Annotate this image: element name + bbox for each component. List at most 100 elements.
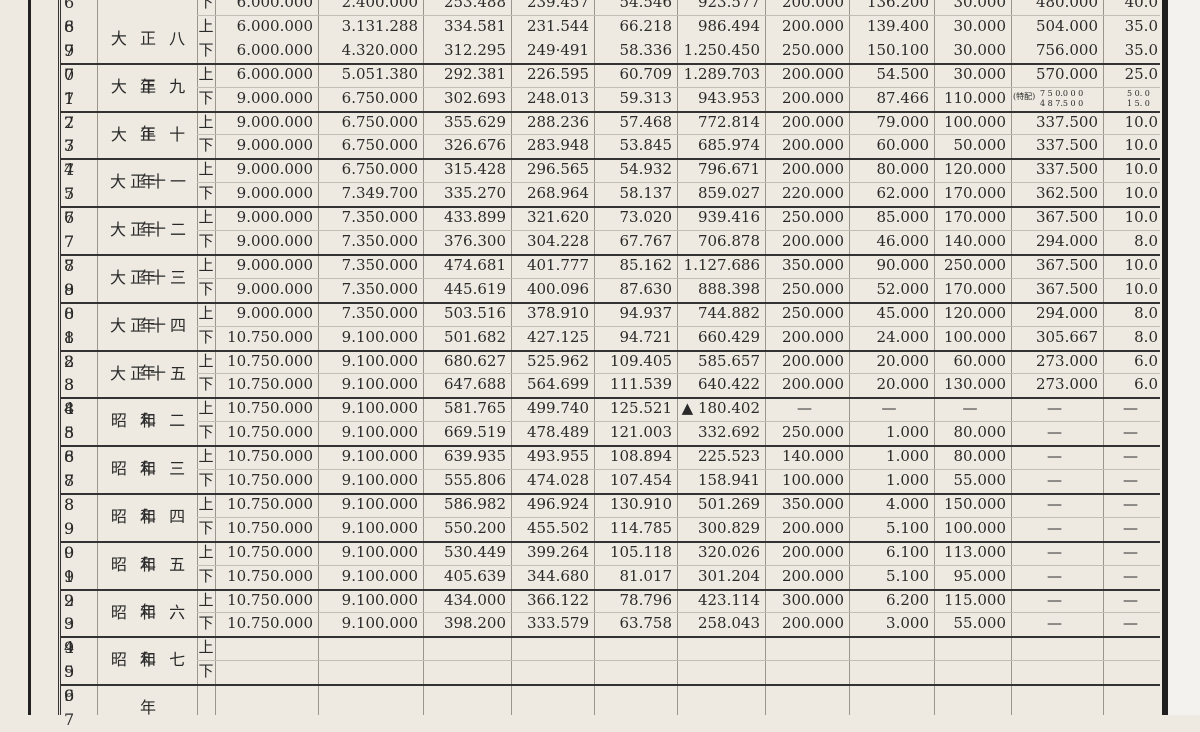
table-cell (765, 660, 844, 684)
table-cell (511, 660, 589, 684)
group-divider (60, 62, 1160, 65)
row-number: 8 1 (64, 303, 82, 347)
table-cell: — (1047, 542, 1062, 561)
table-cell: 530.449 (443, 542, 506, 561)
group-divider (60, 110, 1160, 113)
table-cell: 226.595 (526, 64, 589, 83)
table-cell: 30.000 (953, 0, 1007, 11)
half-label: 下 (198, 184, 214, 203)
table-cell: 333.579 (526, 614, 589, 633)
table-cell: 170.000 (943, 208, 1006, 227)
table-cell: — (1123, 566, 1138, 585)
row-number: 8 6 (64, 423, 82, 467)
table-cell: 253.488 (443, 0, 506, 11)
table-cell: 496.924 (526, 494, 589, 513)
left-inner-border-line (58, 0, 61, 715)
half-label: 下 (198, 566, 214, 585)
table-cell: 6.000.000 (236, 0, 313, 11)
group-divider (60, 636, 1160, 639)
table-cell: — (1047, 399, 1062, 418)
table-cell: 744.882 (697, 303, 760, 322)
table-cell: 140.000 (781, 447, 844, 466)
table-cell: 9.100.000 (341, 590, 418, 609)
table-cell: 80.000 (876, 160, 930, 179)
column-rule (849, 0, 850, 715)
table-cell: — (1047, 471, 1062, 489)
table-cell: 756.000 (1035, 40, 1098, 59)
table-cell: 321.620 (526, 208, 589, 227)
table-cell: 1.250.450 (683, 40, 760, 59)
table-cell: 943.953 (697, 88, 760, 107)
table-cell: 62.000 (876, 184, 930, 203)
table-cell: 6.200 (886, 590, 929, 609)
half-label: 下 (198, 423, 214, 442)
table-cell: 10.0 (1124, 160, 1158, 179)
table-cell: 66.218 (619, 16, 673, 35)
table-cell: 1.289.703 (683, 64, 760, 83)
table-cell: 350.000 (781, 494, 844, 513)
row-number: 6 8 (64, 0, 82, 36)
right-margin (1168, 0, 1200, 715)
column-rule (215, 0, 216, 715)
table-cell: 9.000.000 (236, 160, 313, 179)
table-cell: 376.300 (443, 232, 506, 250)
table-cell: 301.204 (697, 566, 760, 585)
table-cell: 399.264 (526, 542, 589, 561)
table-cell: 7.350.000 (341, 232, 418, 250)
half-divider (197, 277, 1160, 279)
special-note-label: (特配) (1013, 91, 1036, 101)
special-rate-top: 5 0. 0 (1127, 88, 1150, 98)
table-cell: 10.750.000 (227, 590, 313, 609)
table-cell: 405.639 (443, 566, 506, 585)
table-cell: 478.489 (526, 423, 589, 442)
table-cell: — (1123, 423, 1138, 442)
row-number: 9 5 (64, 638, 82, 682)
table-cell: 433.899 (443, 208, 506, 227)
table-cell: 250.000 (943, 255, 1006, 274)
table-cell: 501.682 (443, 327, 506, 346)
table-cell (318, 660, 418, 684)
row-number: 8 0 (64, 279, 82, 323)
table-cell: — (797, 399, 812, 418)
table-cell: 5.100 (886, 518, 929, 537)
table-cell: 4.320.000 (341, 40, 418, 59)
row-number: 8 9 (64, 494, 82, 538)
table-cell: — (1047, 494, 1062, 513)
era-label: 大 正 八 年 (110, 28, 190, 96)
table-cell: 10.750.000 (227, 327, 313, 346)
table-cell: 273.000 (1035, 375, 1098, 394)
table-cell: 10.0 (1124, 255, 1158, 274)
table-cell: 200.000 (781, 160, 844, 179)
row-number: 7 4 (64, 136, 82, 180)
table-cell: 9.100.000 (341, 399, 418, 418)
table-cell: 2.400.000 (341, 0, 418, 11)
table-cell: 367.500 (1035, 279, 1098, 298)
row-number: 8 8 (64, 471, 82, 514)
table-cell: 8.0 (1134, 327, 1158, 346)
table-cell: 60.000 (953, 351, 1007, 370)
half-label: 下 (198, 327, 214, 346)
table-cell (423, 636, 506, 660)
half-label: 下 (198, 0, 214, 11)
table-cell: 9.100.000 (341, 351, 418, 370)
table-cell: 25.0 (1124, 64, 1158, 83)
row-number: 9 4 (64, 614, 82, 658)
table-cell: 9.000.000 (236, 184, 313, 203)
table-cell: 140.000 (943, 232, 1006, 250)
row-number: 8 4 (64, 375, 82, 419)
half-label: 上 (198, 255, 214, 274)
special-note-top: 7 5 0.0 0 0 (1040, 88, 1084, 98)
table-cell: 73.020 (619, 208, 673, 227)
half-label: 上 (198, 208, 214, 227)
table-cell: 111.539 (609, 375, 672, 394)
table-cell: 639.935 (443, 447, 506, 466)
table-cell: 480.000 (1035, 0, 1098, 11)
row-number: 8 2 (64, 327, 82, 371)
group-divider (60, 301, 1160, 304)
table-cell: 10.750.000 (227, 351, 313, 370)
row-number: 6 9 (64, 16, 82, 60)
table-cell: 320.026 (697, 542, 760, 561)
table-cell: 20.000 (876, 375, 930, 394)
table-cell: ▲ 180.402 (681, 399, 760, 418)
half-label: 上 (198, 542, 214, 561)
